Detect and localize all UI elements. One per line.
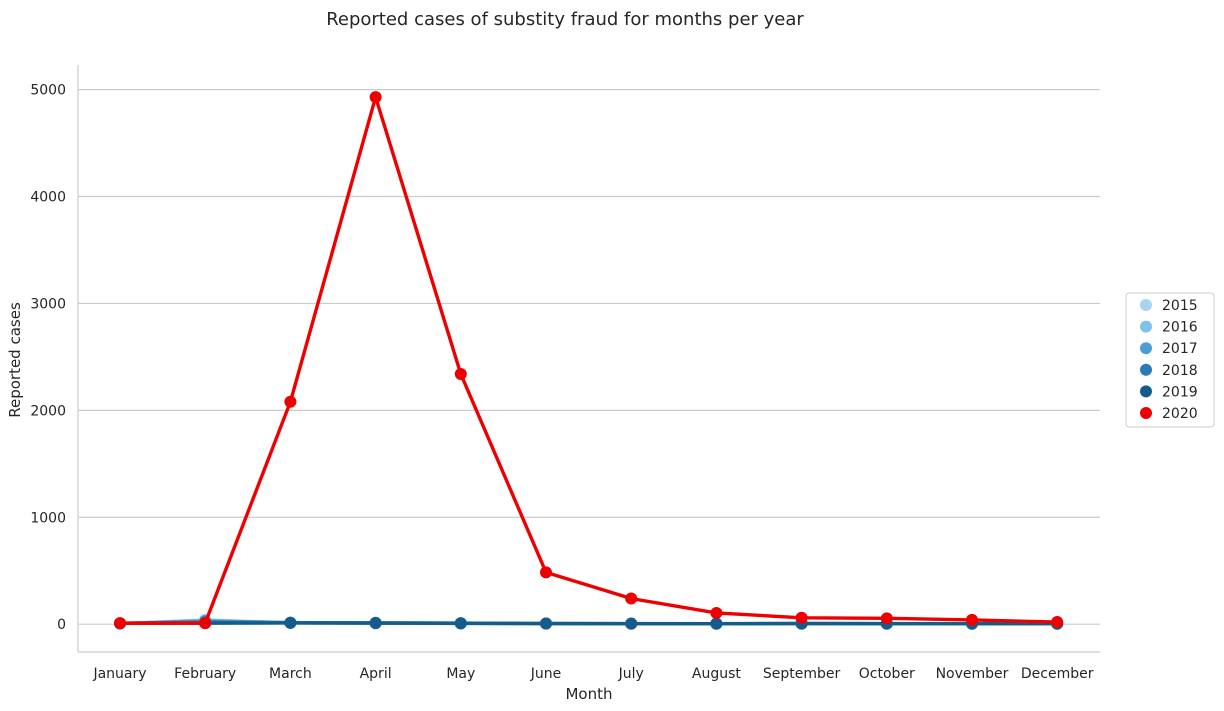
data-point xyxy=(454,617,467,630)
data-point xyxy=(369,91,382,104)
legend: 2015 2016 2017 2018 2019 2020 xyxy=(1125,292,1215,428)
data-point xyxy=(540,566,552,579)
data-point xyxy=(369,617,382,630)
data-point xyxy=(710,617,723,630)
legend-marker-2015 xyxy=(1140,299,1152,311)
series-group xyxy=(114,91,1064,630)
data-point xyxy=(454,368,467,381)
x-tick-label: January xyxy=(92,666,146,682)
data-point xyxy=(199,617,212,630)
x-tick-label: February xyxy=(174,666,236,682)
x-tick-label: October xyxy=(859,666,915,682)
x-tick-label: June xyxy=(530,666,562,682)
y-tick-label: 4000 xyxy=(30,190,66,206)
x-tick-label: August xyxy=(692,666,742,682)
legend-label: 2015 xyxy=(1162,298,1198,314)
x-axis-title: Month xyxy=(565,685,612,703)
legend-marker-2019 xyxy=(1140,385,1152,398)
data-point xyxy=(625,592,638,605)
x-tick-label: May xyxy=(446,666,475,682)
x-tick-labels: January February March April May June July Augu… xyxy=(92,666,1093,682)
legend-marker-2018 xyxy=(1140,363,1152,376)
data-point xyxy=(795,611,808,624)
legend-label: 2020 xyxy=(1162,406,1198,422)
data-point xyxy=(966,613,978,626)
data-point xyxy=(284,395,297,408)
legend-label: 2016 xyxy=(1162,320,1198,336)
x-tick-label: July xyxy=(618,666,644,682)
chart-title: Reported cases of substity fraud for mon… xyxy=(326,9,804,30)
data-point xyxy=(880,612,893,625)
data-point xyxy=(540,617,552,630)
legend-label: 2018 xyxy=(1162,363,1198,379)
legend-marker-2020 xyxy=(1140,407,1152,419)
series-2020 xyxy=(114,91,1064,630)
x-tick-label: September xyxy=(763,666,841,682)
data-point xyxy=(114,617,126,630)
y-tick-label: 1000 xyxy=(30,510,66,526)
legend-marker-2017 xyxy=(1140,342,1152,355)
y-tick-labels: 0 1000 2000 3000 4000 5000 xyxy=(30,83,66,634)
x-tick-label: November xyxy=(936,666,1009,682)
series-line-2020 xyxy=(118,95,1059,625)
y-axis-title: Reported cases xyxy=(6,302,24,418)
data-point xyxy=(284,616,297,629)
axes xyxy=(77,65,1100,653)
y-tick-label: 2000 xyxy=(30,403,66,419)
x-tick-label: April xyxy=(360,666,392,682)
series-line-2019 xyxy=(118,621,1059,626)
data-point xyxy=(1051,616,1064,629)
data-point xyxy=(625,617,638,630)
gridlines xyxy=(78,88,1100,625)
legend-marker-2016 xyxy=(1140,320,1152,333)
legend-label: 2019 xyxy=(1162,384,1198,400)
y-tick-label: 0 xyxy=(57,617,66,633)
x-tick-label: March xyxy=(269,666,312,682)
data-point xyxy=(710,606,723,619)
x-tick-label: December xyxy=(1021,666,1094,682)
legend-label: 2017 xyxy=(1162,341,1198,357)
y-tick-label: 3000 xyxy=(30,296,66,312)
y-tick-label: 5000 xyxy=(30,83,66,99)
